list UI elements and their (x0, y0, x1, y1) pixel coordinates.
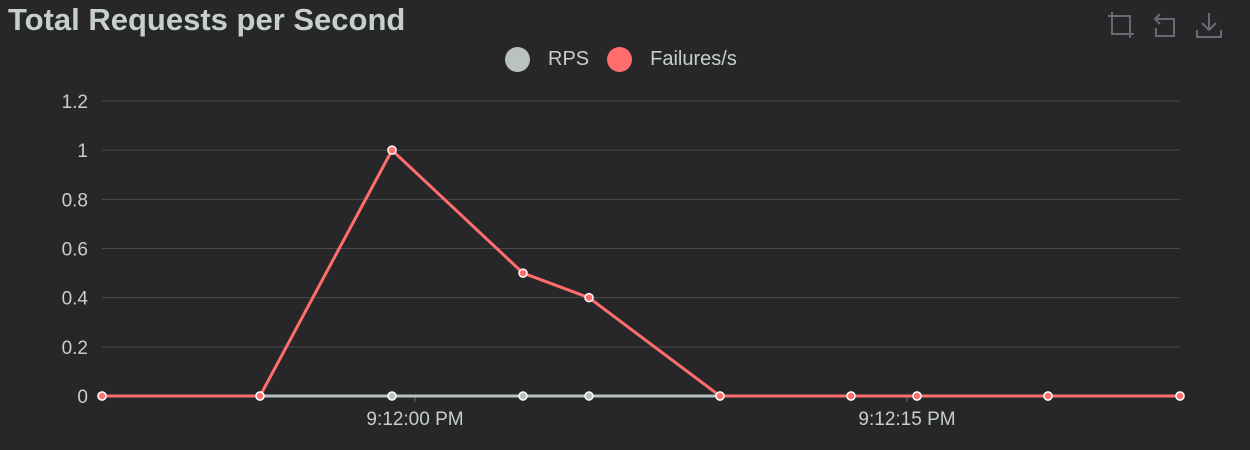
legend-swatch-failures (607, 47, 633, 72)
data-point-failures (387, 145, 397, 155)
data-point-failures (1043, 391, 1053, 401)
y-tick-label: 0.6 (62, 240, 88, 261)
y-tick-label: 1.2 (62, 92, 88, 113)
data-point-failures (1175, 391, 1185, 401)
data-point-failures (912, 391, 922, 401)
y-tick-label: 1 (77, 141, 88, 162)
legend-item-rps[interactable]: RPS (505, 47, 607, 72)
data-point-failures (846, 391, 856, 401)
data-point-rps (387, 391, 397, 401)
legend: RPS Failures/s (505, 47, 755, 72)
legend-label-failures: Failures/s (650, 48, 737, 70)
data-point-rps (584, 391, 594, 401)
data-point-rps (518, 391, 528, 401)
data-point-failures (584, 292, 594, 303)
x-tick-label: 9:12:00 PM (366, 409, 463, 430)
toolbox (1106, 10, 1224, 40)
data-point-failures (97, 391, 107, 401)
x-tick-label: 9:12:15 PM (858, 409, 955, 430)
y-tick-label: 0.8 (62, 190, 88, 211)
chart-title: Total Requests per Second (8, 2, 406, 37)
legend-label-rps: RPS (548, 48, 590, 70)
data-point-failures (715, 391, 725, 401)
legend-swatch-rps (505, 47, 530, 72)
download-icon[interactable] (1194, 10, 1224, 40)
data-point-failures (255, 391, 265, 401)
zoom-icon[interactable] (1106, 10, 1136, 40)
restore-icon[interactable] (1150, 10, 1180, 40)
legend-item-failures[interactable]: Failures/s (607, 47, 755, 72)
series-line-failures (102, 148, 1180, 398)
data-point-failures (518, 268, 528, 278)
y-tick-label: 0.4 (62, 289, 89, 310)
y-tick-label: 0 (77, 387, 88, 408)
y-tick-label: 0.2 (62, 338, 88, 359)
